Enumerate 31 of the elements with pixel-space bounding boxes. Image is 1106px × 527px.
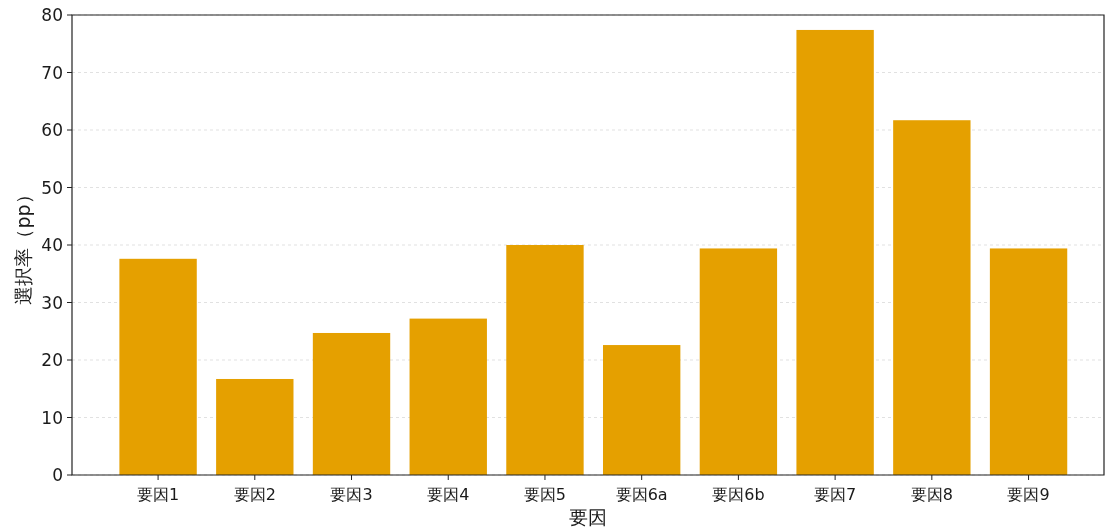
x-tick-label: 要因4 — [427, 485, 470, 504]
bar — [506, 245, 584, 475]
y-tick-label: 70 — [41, 62, 63, 83]
y-tick-label: 60 — [41, 120, 63, 140]
y-tick-label: 0 — [52, 465, 63, 485]
x-tick-label: 要因2 — [233, 485, 276, 504]
bar — [602, 345, 681, 475]
y-tick-label: 40 — [41, 235, 63, 255]
y-tick-label: 20 — [41, 350, 63, 370]
y-axis-title: 選択率（pp） — [12, 185, 34, 305]
bar — [409, 318, 487, 475]
bar — [893, 120, 971, 475]
bar — [216, 378, 294, 475]
x-tick-label: 要因5 — [523, 485, 567, 504]
x-axis-title: 要因 — [569, 506, 607, 527]
x-tick-label: 要因6a — [615, 485, 668, 504]
y-tick-label: 10 — [41, 407, 63, 428]
y-tick-label: 80 — [41, 5, 63, 25]
y-tick-label: 30 — [41, 292, 63, 313]
bar — [699, 248, 778, 475]
x-tick-label: 要因8 — [910, 485, 953, 504]
x-tick-label: 要因1 — [136, 485, 180, 504]
y-tick-label: 50 — [41, 177, 63, 198]
x-tick-label: 要因6b — [712, 485, 765, 504]
bar — [989, 248, 1068, 475]
x-tick-label: 要因9 — [1007, 485, 1050, 504]
bar — [312, 332, 391, 475]
bar — [796, 29, 874, 475]
x-tick-label: 要因7 — [814, 485, 857, 504]
bar — [119, 258, 197, 475]
x-tick-label: 要因3 — [330, 485, 373, 504]
